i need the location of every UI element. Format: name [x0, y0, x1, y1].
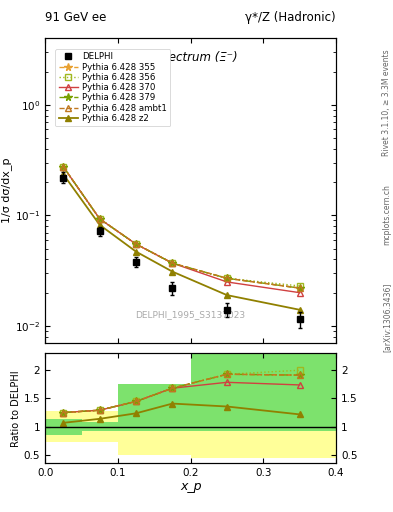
Text: γ*/Z (Hadronic): γ*/Z (Hadronic): [245, 11, 336, 24]
Text: Ξ spectrum (Ξ⁻): Ξ spectrum (Ξ⁻): [144, 51, 237, 63]
X-axis label: x_p: x_p: [180, 480, 201, 493]
Text: [arXiv:1306.3436]: [arXiv:1306.3436]: [382, 283, 391, 352]
Legend: DELPHI, Pythia 6.428 355, Pythia 6.428 356, Pythia 6.428 370, Pythia 6.428 379, : DELPHI, Pythia 6.428 355, Pythia 6.428 3…: [55, 49, 170, 126]
Text: Rivet 3.1.10, ≥ 3.3M events: Rivet 3.1.10, ≥ 3.3M events: [382, 49, 391, 156]
Text: mcplots.cern.ch: mcplots.cern.ch: [382, 185, 391, 245]
Y-axis label: Ratio to DELPHI: Ratio to DELPHI: [11, 370, 21, 446]
Text: DELPHI_1995_S3137023: DELPHI_1995_S3137023: [136, 310, 246, 318]
Y-axis label: 1/σ dσ/dx_p: 1/σ dσ/dx_p: [1, 158, 12, 223]
Text: 91 GeV ee: 91 GeV ee: [45, 11, 107, 24]
